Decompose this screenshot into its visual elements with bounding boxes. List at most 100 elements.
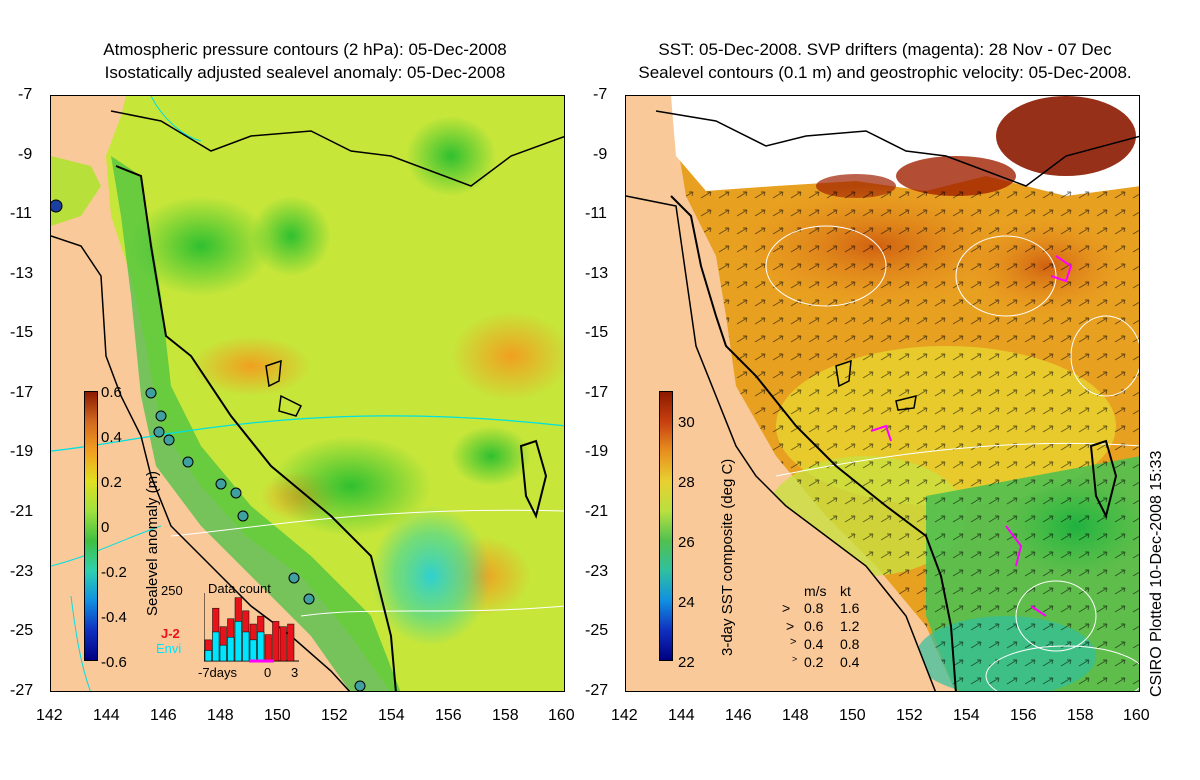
- legend-arrow-02: >: [792, 654, 798, 664]
- x-tick: 156: [435, 707, 462, 724]
- y-tick: -27: [10, 682, 34, 699]
- colorbar-tick: 26: [678, 534, 695, 551]
- x-tick: 150: [839, 707, 866, 724]
- legend-header-ms: m/s: [804, 583, 827, 599]
- colorbar-tick: -0.4: [101, 609, 127, 626]
- x-tick: 158: [492, 707, 519, 724]
- left-title-line2: Isostatically adjusted sealevel anomaly:…: [104, 63, 506, 82]
- sst-velocity-map: 30 28 26 24 22 3-day SST composite (deg …: [625, 95, 1140, 692]
- histogram-bar: [219, 644, 227, 662]
- histogram-bar: [272, 621, 280, 662]
- series-label-j2: J-2: [161, 626, 180, 641]
- legend-arrow-08: >: [782, 600, 791, 616]
- colorbar-tick: -0.2: [101, 564, 127, 581]
- colorbar-tick: 28: [678, 474, 695, 491]
- colorbar-tick: -0.6: [101, 654, 127, 671]
- legend-kt-value: 1.2: [840, 618, 860, 634]
- left-title-line1: Atmospheric pressure contours (2 hPa): 0…: [103, 40, 507, 59]
- y-tick: -19: [10, 443, 34, 460]
- colorbar-tick: 22: [678, 654, 695, 671]
- data-count-max: 250: [161, 583, 183, 598]
- y-tick: -23: [585, 563, 609, 580]
- series-label-envi: Envi: [156, 641, 182, 656]
- sst-colorbar: [659, 391, 673, 661]
- sealevel-anomaly-field: [51, 96, 564, 691]
- x-tick: 152: [896, 707, 923, 724]
- csiro-credit: CSIRO Plotted 10-Dec-2008 15:33: [1148, 450, 1165, 697]
- x-tick: 158: [1067, 707, 1094, 724]
- x-tick: 160: [1123, 707, 1150, 724]
- legend-ms-value: 0.4: [804, 636, 824, 652]
- colorbar-tick: 0.4: [101, 429, 122, 446]
- y-tick: -21: [585, 503, 609, 520]
- histogram-bar: [234, 621, 242, 662]
- legend-kt-value: 0.4: [840, 654, 860, 670]
- y-tick: -25: [10, 622, 34, 639]
- data-count-title: Data count: [208, 581, 271, 596]
- y-tick: -17: [10, 384, 34, 401]
- x-tick: 152: [321, 707, 348, 724]
- sealevel-colorbar: [84, 391, 98, 661]
- x-tick: 154: [953, 707, 980, 724]
- data-count-x-end: 3: [291, 665, 299, 680]
- x-tick: 160: [548, 707, 575, 724]
- legend-header-kt: kt: [840, 583, 851, 599]
- y-tick: -21: [10, 503, 34, 520]
- x-tick: 142: [36, 707, 63, 724]
- velocity-legend: m/s kt > 0.8 1.6 > 0.6 1.2 > 0.4 0.8 > 0…: [776, 583, 886, 673]
- sst-field: [626, 96, 1139, 691]
- histogram-bar: [279, 626, 287, 662]
- legend-kt-value: 0.8: [840, 636, 860, 652]
- y-tick: -11: [10, 205, 32, 222]
- y-tick: -7: [593, 86, 608, 103]
- colorbar-tick: 0: [101, 519, 110, 536]
- y-tick: -13: [585, 265, 609, 282]
- histogram-bar: [257, 631, 265, 662]
- data-count-inset: 250 Data count J-2 Envi -7days 0 3: [146, 581, 306, 686]
- colorbar-label: 3-day SST composite (deg C): [719, 458, 736, 656]
- y-tick: -17: [585, 384, 609, 401]
- legend-ms-value: 0.6: [804, 618, 824, 634]
- x-tick: 144: [668, 707, 695, 724]
- y-tick: -15: [10, 324, 34, 341]
- legend-ms-value: 0.2: [804, 654, 824, 670]
- x-tick: 144: [93, 707, 120, 724]
- histogram-bar: [242, 631, 250, 662]
- histogram-bar: [212, 631, 220, 662]
- y-tick: -23: [10, 563, 34, 580]
- histogram-bar: [227, 636, 235, 662]
- colorbar-tick: 0.2: [101, 474, 122, 491]
- y-tick: -7: [18, 86, 33, 103]
- colorbar-tick: 24: [678, 594, 695, 611]
- x-tick: 142: [611, 707, 638, 724]
- right-title-line1: SST: 05-Dec-2008. SVP drifters (magenta)…: [658, 40, 1112, 59]
- legend-arrow-04: >: [790, 636, 797, 648]
- legend-kt-value: 1.6: [840, 600, 860, 616]
- colorbar-tick: 0.6: [101, 384, 122, 401]
- x-tick: 154: [378, 707, 405, 724]
- data-count-histogram: [204, 593, 299, 663]
- x-tick: 148: [782, 707, 809, 724]
- x-tick: 148: [207, 707, 234, 724]
- sealevel-anomaly-map: 0.6 0.4 0.2 0 -0.2 -0.4 -0.6 Sealevel an…: [50, 95, 565, 692]
- x-tick: 150: [264, 707, 291, 724]
- legend-ms-value: 0.8: [804, 600, 824, 616]
- histogram-bar: [287, 623, 295, 662]
- histogram-bar: [249, 639, 257, 662]
- right-title-line2: Sealevel contours (0.1 m) and geostrophi…: [638, 63, 1132, 82]
- histogram-bar: [204, 650, 212, 662]
- data-count-x-start: -7days: [198, 665, 238, 680]
- y-tick: -15: [585, 324, 609, 341]
- y-tick: -27: [585, 682, 609, 699]
- histogram-bar: [264, 634, 272, 662]
- y-tick: -11: [585, 205, 607, 222]
- y-tick: -9: [18, 146, 33, 163]
- x-tick: 156: [1010, 707, 1037, 724]
- y-tick: -13: [10, 265, 34, 282]
- y-tick: -9: [593, 146, 608, 163]
- x-tick: 146: [725, 707, 752, 724]
- legend-arrow-06: >: [786, 618, 795, 634]
- x-tick: 146: [150, 707, 177, 724]
- colorbar-tick: 30: [678, 414, 695, 431]
- y-tick: -25: [585, 622, 609, 639]
